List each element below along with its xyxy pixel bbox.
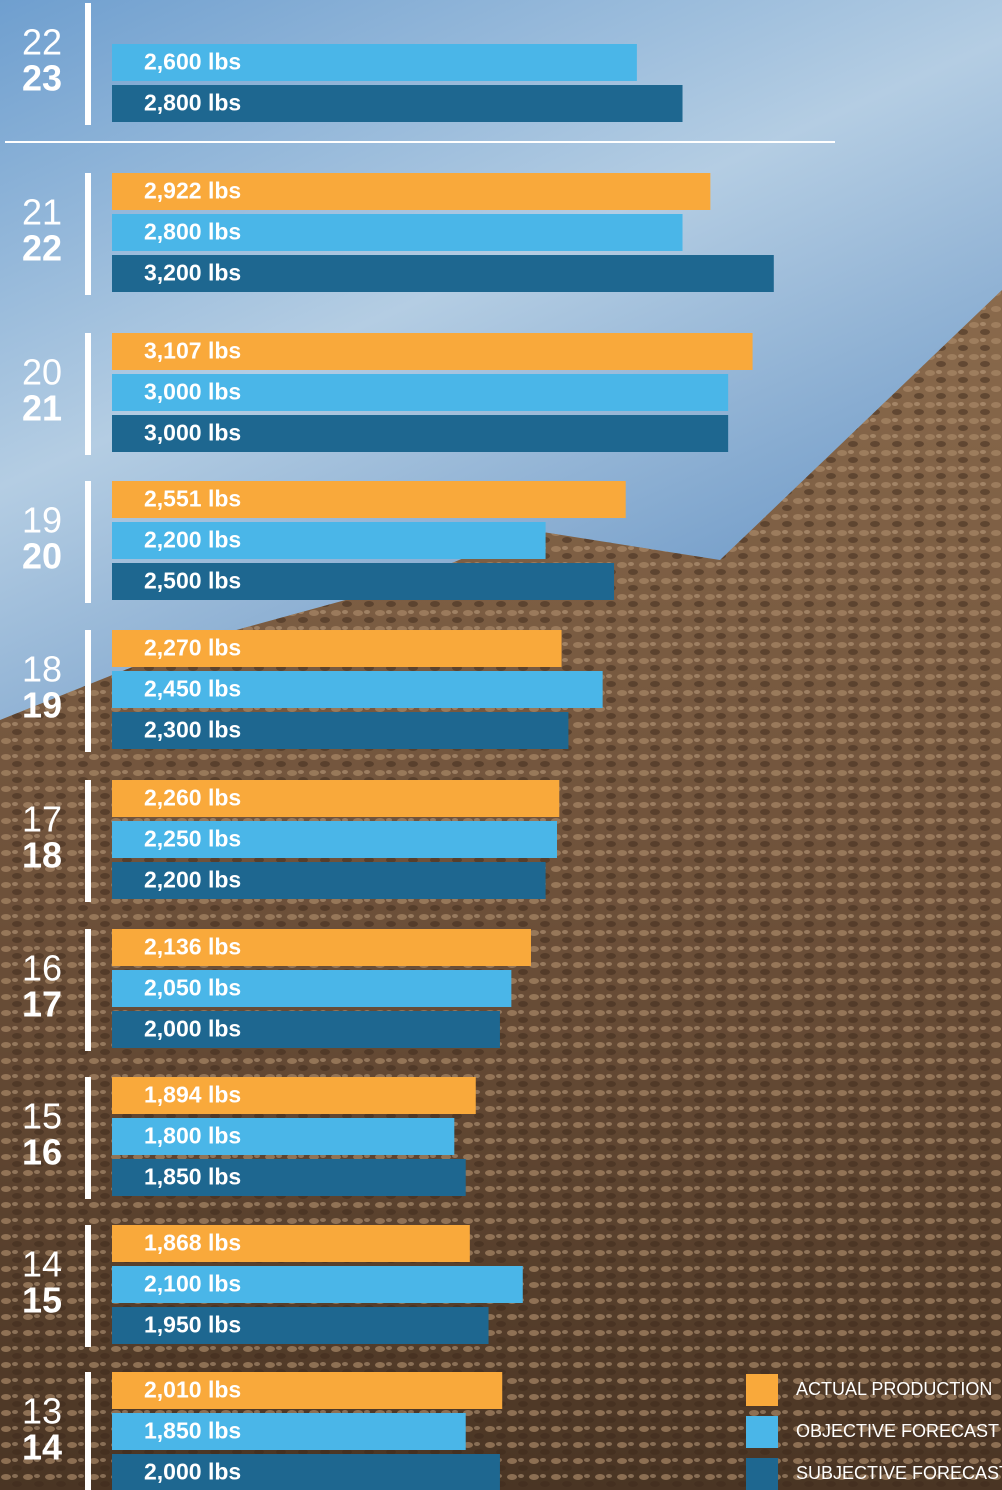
bar <box>112 173 711 210</box>
season-start: 13 <box>22 1391 62 1432</box>
bar <box>112 1266 523 1303</box>
value-label: 2,450 lbs <box>144 676 241 702</box>
bar <box>112 671 603 708</box>
bar <box>112 214 683 251</box>
legend-label: OBJECTIVE FORECAST <box>796 1421 999 1441</box>
value-label: 2,000 lbs <box>144 1016 241 1042</box>
bar <box>112 374 729 411</box>
value-label: 2,200 lbs <box>144 527 241 553</box>
value-label: 2,136 lbs <box>144 934 241 960</box>
bar <box>112 929 531 966</box>
bar <box>112 255 774 292</box>
bar <box>112 415 729 452</box>
season-start: 16 <box>22 948 62 989</box>
bar <box>112 1454 500 1490</box>
season-start: 19 <box>22 500 62 541</box>
season-end: 21 <box>22 388 62 429</box>
bar <box>112 522 546 559</box>
season-start: 22 <box>22 22 62 63</box>
value-label: 2,922 lbs <box>144 178 241 204</box>
bar <box>112 1372 503 1409</box>
legend-label: SUBJECTIVE FORECAST <box>796 1463 1002 1483</box>
value-label: 2,050 lbs <box>144 975 241 1001</box>
value-label: 2,010 lbs <box>144 1377 241 1403</box>
legend-label: ACTUAL PRODUCTION <box>796 1379 992 1399</box>
value-label: 1,800 lbs <box>144 1123 241 1149</box>
bar <box>112 1225 470 1262</box>
value-label: 2,270 lbs <box>144 635 241 661</box>
bar <box>112 481 626 518</box>
bar <box>112 630 562 667</box>
season-start: 21 <box>22 192 62 233</box>
value-label: 3,200 lbs <box>144 260 241 286</box>
value-label: 2,200 lbs <box>144 867 241 893</box>
value-label: 2,551 lbs <box>144 486 241 512</box>
value-label: 2,300 lbs <box>144 717 241 743</box>
value-label: 2,250 lbs <box>144 826 241 852</box>
legend-swatch <box>746 1458 778 1490</box>
value-label: 2,260 lbs <box>144 785 241 811</box>
value-label: 3,000 lbs <box>144 379 241 405</box>
season-start: 17 <box>22 799 62 840</box>
bar <box>112 85 683 122</box>
bar <box>112 333 753 370</box>
season-end: 16 <box>22 1132 62 1173</box>
bar <box>112 1118 455 1155</box>
value-label: 3,107 lbs <box>144 338 241 364</box>
bar <box>112 970 512 1007</box>
season-end: 14 <box>22 1427 62 1468</box>
season-end: 19 <box>22 685 62 726</box>
legend-swatch <box>746 1374 778 1406</box>
value-label: 1,868 lbs <box>144 1230 241 1256</box>
bar <box>112 44 637 81</box>
legend-swatch <box>746 1416 778 1448</box>
season-end: 20 <box>22 536 62 577</box>
bar <box>112 712 569 749</box>
bar <box>112 1011 500 1048</box>
season-start: 20 <box>22 352 62 393</box>
bar <box>112 862 546 899</box>
bar <box>112 1413 466 1450</box>
value-label: 2,800 lbs <box>144 219 241 245</box>
bar <box>112 563 615 600</box>
bar <box>112 780 560 817</box>
bar <box>112 821 557 858</box>
bar <box>112 1077 476 1114</box>
season-end: 18 <box>22 835 62 876</box>
value-label: 2,800 lbs <box>144 90 241 116</box>
value-label: 1,894 lbs <box>144 1082 241 1108</box>
season-start: 18 <box>22 649 62 690</box>
value-label: 1,850 lbs <box>144 1164 241 1190</box>
season-start: 15 <box>22 1096 62 1137</box>
value-label: 3,000 lbs <box>144 420 241 446</box>
season-end: 15 <box>22 1280 62 1321</box>
season-start: 14 <box>22 1244 62 1285</box>
value-label: 2,000 lbs <box>144 1459 241 1485</box>
value-label: 2,100 lbs <box>144 1271 241 1297</box>
bar <box>112 1159 466 1196</box>
season-end: 17 <box>22 984 62 1025</box>
season-end: 22 <box>22 228 62 269</box>
bar <box>112 1307 489 1344</box>
value-label: 2,500 lbs <box>144 568 241 594</box>
season-end: 23 <box>22 58 62 99</box>
value-label: 1,850 lbs <box>144 1418 241 1444</box>
value-label: 1,950 lbs <box>144 1312 241 1338</box>
value-label: 2,600 lbs <box>144 49 241 75</box>
